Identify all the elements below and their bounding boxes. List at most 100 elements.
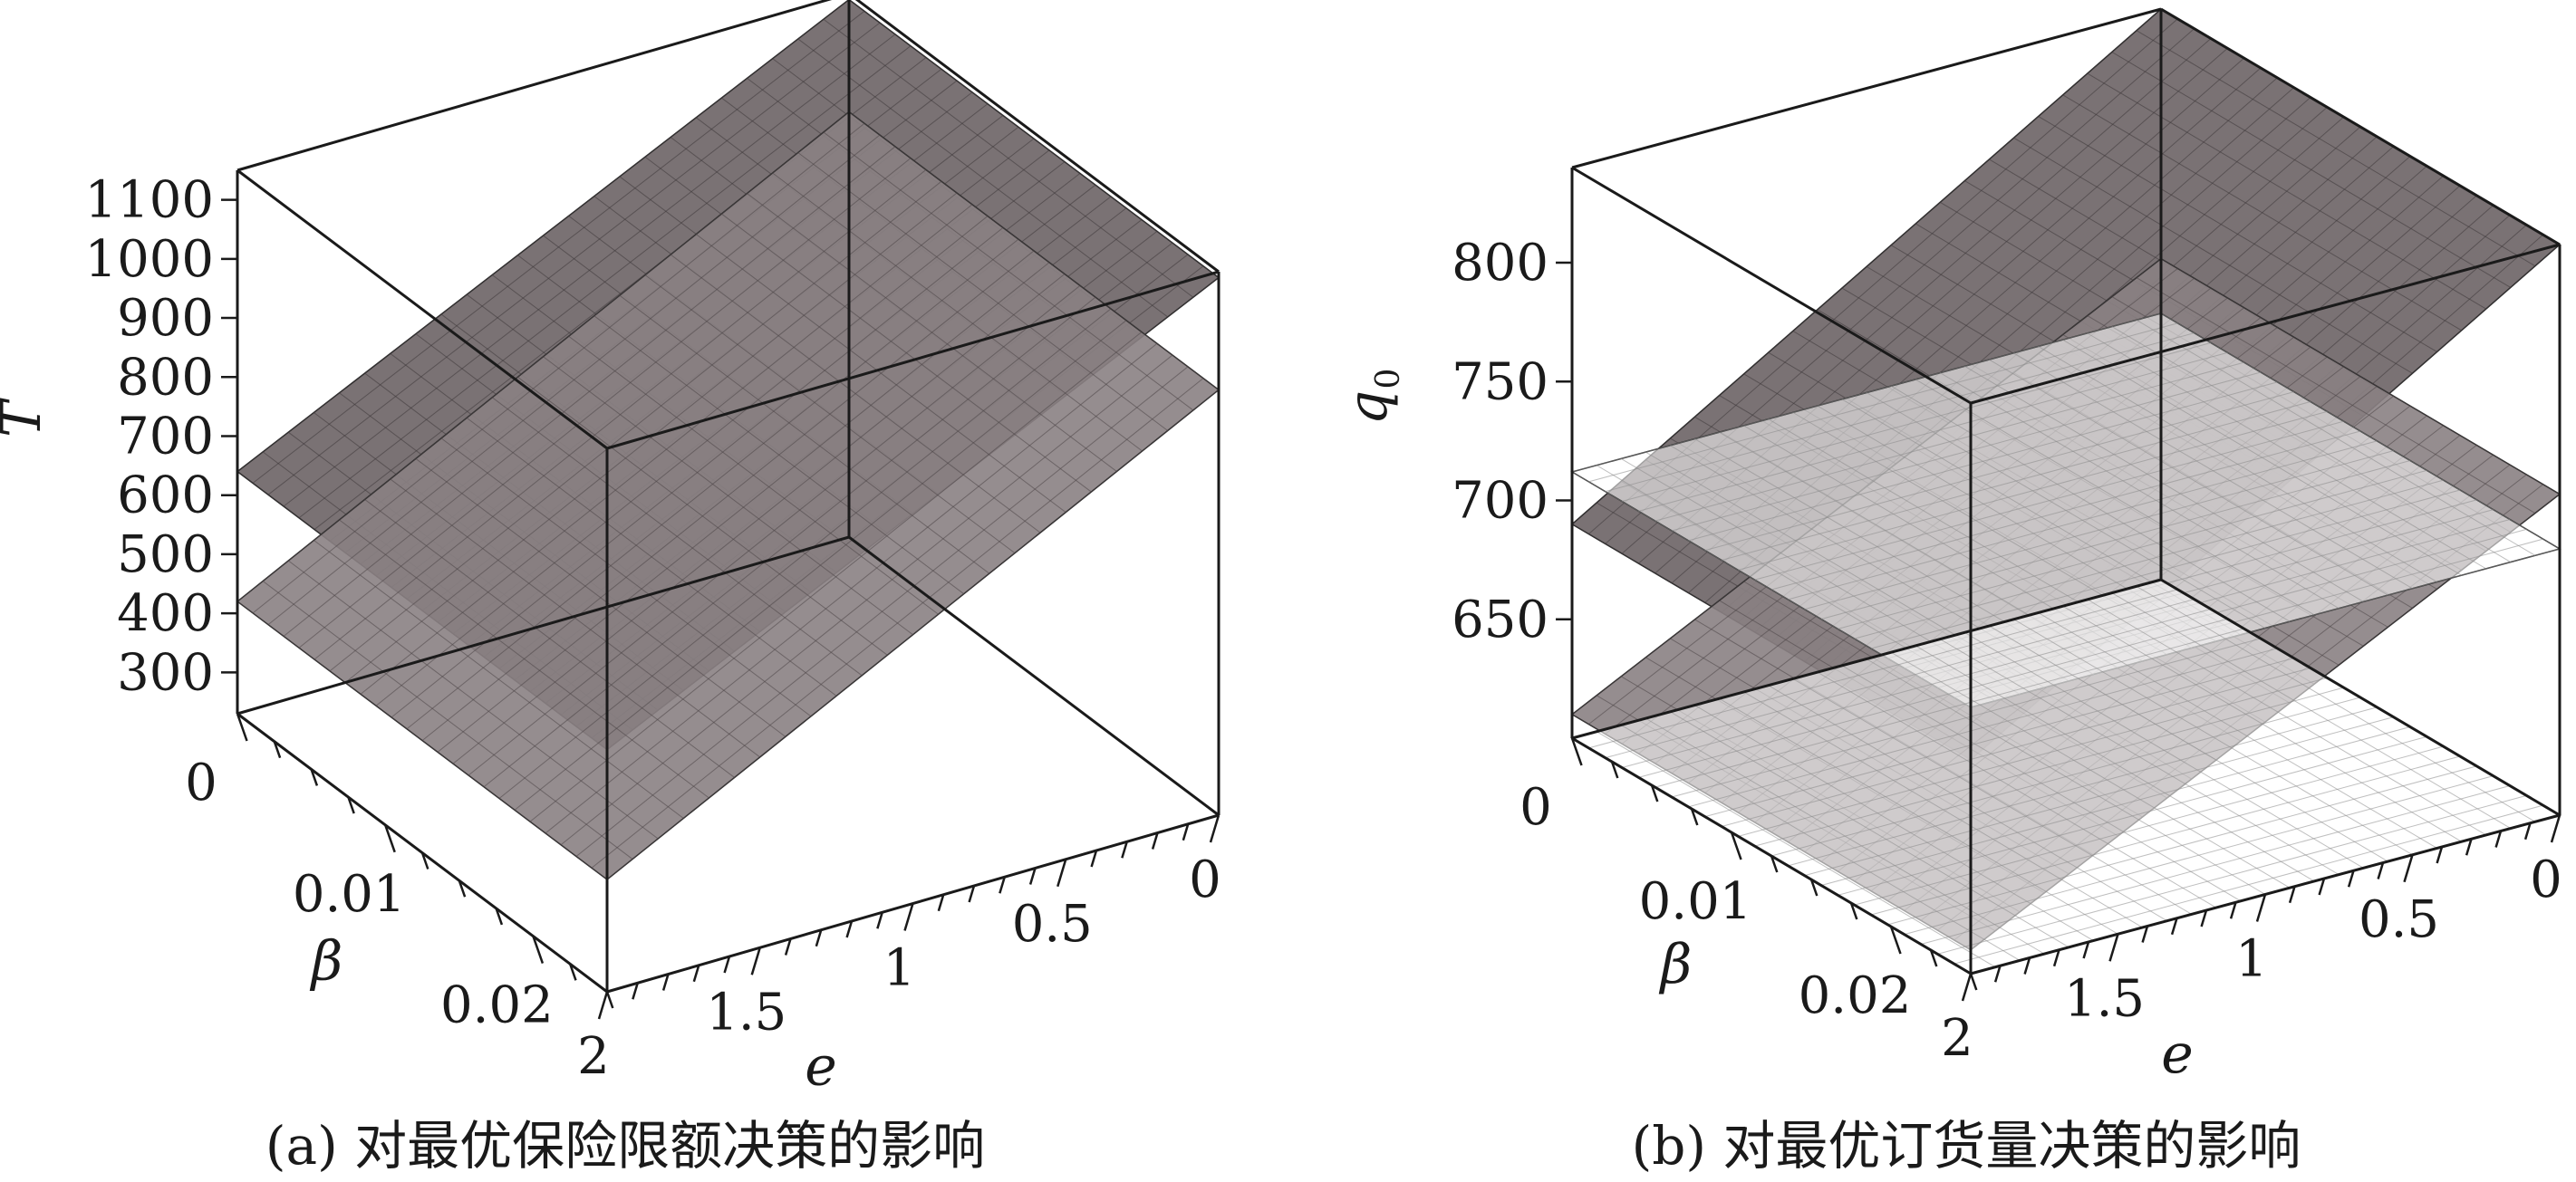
e-tick-mark [937,894,945,912]
e-axis-title: e [2161,1023,2194,1086]
beta-axis-title: β [1659,933,1693,996]
z-tick-label: 600 [117,466,214,525]
mesh-line [797,38,1169,318]
e-tick-mark [2170,918,2178,936]
e-tick-mark [845,920,854,938]
z-tick-label: 750 [1452,352,1548,411]
mesh-line [2136,585,2536,822]
beta-tick-mark [1849,902,1858,920]
beta-tick-mark [1610,761,1619,779]
surface-4 [1570,579,2562,975]
e-tick-mark [1993,965,2002,983]
e-tick-mark [1209,814,1220,843]
e-tick-mark [2403,854,2414,883]
beta-tick-mark [495,908,504,926]
surface-2 [236,111,1220,881]
e-tick-mark [1151,832,1159,850]
e-axis: 0 0.5 1 1.5 2 e [1941,814,2562,1086]
e-tick-mark [2523,822,2532,841]
beta-tick-mark [1929,949,1938,967]
beta-tick-mark [1730,831,1742,860]
e-tick-label: 0 [2530,850,2562,909]
e-tick-mark [2023,957,2031,975]
mesh-line [2087,72,2487,310]
beta-tick-mark [1570,737,1583,766]
mesh-line [823,131,1194,411]
beta-tick-mark [420,852,429,870]
z-axis: 800 750 700 650 q0 [1336,234,1572,649]
z-tick-label: 650 [1452,591,1548,649]
mesh-line [591,378,1204,869]
beta-tick-label: 0.01 [1639,872,1752,931]
e-axis: 0 0.5 1 1.5 2 e [577,814,1221,1099]
e-tick-mark [2108,933,2119,962]
e-tick-mark [968,885,976,903]
mesh-line [606,389,1220,880]
e-tick-label: 2 [1941,1009,1973,1068]
mesh-line [1920,785,2511,945]
beta-tick-mark [1969,973,1978,991]
caption-a: (a) 对最优保险限额决策的影响 [265,1115,985,1177]
mesh-line [848,111,1220,390]
mesh-line [797,152,1169,431]
z-tick-label: 1000 [84,230,214,289]
mesh-line [1954,804,2543,965]
z-axis-title-sub: 0 [1370,369,1407,389]
box-edge [236,168,608,450]
e-tick-mark [1182,823,1190,841]
beta-tick-mark [605,991,614,1009]
z-tick-label: 500 [117,525,214,584]
beta-axis: 0 0.01 0.02 β [185,713,614,1035]
beta-tick-mark [1770,855,1779,873]
beta-tick-mark [1889,926,1902,955]
box-edge [1571,578,2162,740]
beta-tick-mark [236,713,248,742]
beta-tick-mark [1690,808,1699,826]
mesh-line [747,193,1117,472]
mesh-line [2111,326,2512,563]
z-tick-label: 300 [117,643,214,702]
e-tick-mark [2288,886,2296,904]
box-edge [2160,578,2561,817]
e-tick-mark [2255,894,2267,922]
e-tick-mark [876,911,883,929]
e-tick-mark [692,965,700,983]
e-tick-mark [661,974,670,991]
e-tick-mark [784,938,792,956]
beta-tick-label: 0.02 [1799,966,1912,1025]
beta-tick-mark [458,879,467,898]
mesh-line [575,366,1189,857]
e-tick-label: 1.5 [706,983,786,1042]
e-tick-mark [2318,878,2326,896]
e-tick-label: 2 [577,1027,610,1086]
beta-tick-mark [310,768,319,786]
e-tick-mark [2200,909,2208,927]
beta-tick-mark [1650,784,1659,802]
e-tick-label: 1 [2235,930,2268,989]
mesh-line [2062,94,2462,332]
mesh-line [560,354,1173,846]
z-tick-label: 700 [1452,472,1548,531]
beta-tick-mark [1809,879,1819,897]
z-tick-label: 800 [117,348,214,407]
z-tick-label: 700 [117,407,214,466]
box-edge [854,0,1220,274]
caption-b: (b) 对最优订货量决策的影响 [1632,1115,2301,1177]
e-tick-mark [2465,838,2473,856]
e-tick-mark [2141,926,2149,943]
e-tick-label: 1 [883,939,916,998]
surface-3 [1570,312,2562,708]
mesh-line [2111,51,2512,288]
mesh-line [2062,339,2462,576]
mesh-line [1937,794,2527,955]
e-tick-label: 0 [1189,850,1221,909]
mesh-line [2136,277,2536,514]
e-tick-mark [632,982,639,1000]
e-tick-mark [2052,949,2060,967]
box-edge [848,535,1220,817]
beta-tick-mark [532,936,545,965]
e-axis-title: e [805,1035,837,1099]
